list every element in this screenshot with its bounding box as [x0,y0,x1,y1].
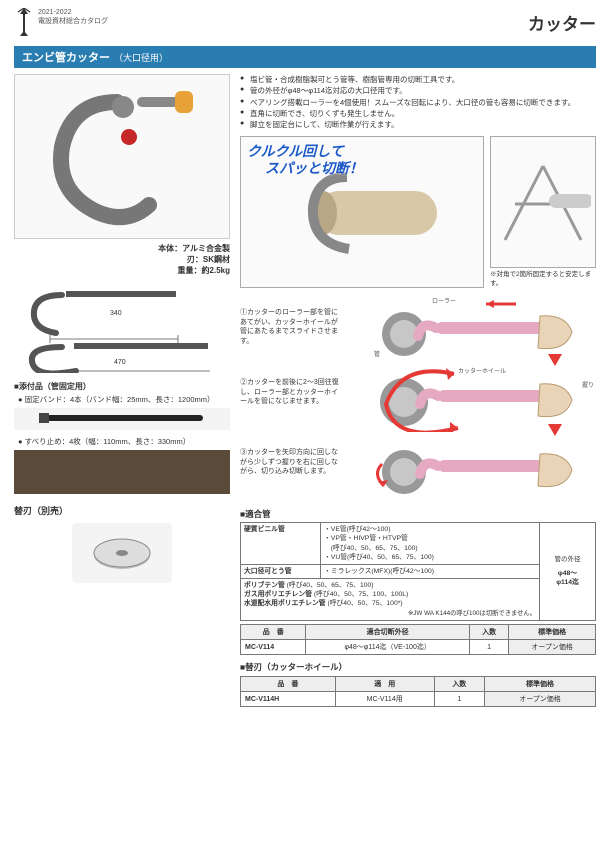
accessory-item-1: ● 固定バンド：4本（バンド幅：25mm、長さ：1200mm） [18,394,230,405]
prod-col-3: 入数 [469,625,508,640]
blade-code: MC-V114H [241,692,336,707]
replacement-blade-img [72,523,172,583]
dim-open-val: 470 [114,359,126,366]
prod-price: オープン価格 [509,640,596,655]
product-table: 品 番 適合切断外径 入数 標準価格 MC-V114 φ48～φ114迄（VE-… [240,624,596,655]
category-title: カッター [528,10,596,35]
pipe-row-2-cat: 大口径可とう管 [241,564,321,578]
bullet-4: 直角に切断でき、切りくずも発生しません。 [240,108,596,119]
prod-col-2: 適合切断外径 [306,625,469,640]
prod-qty: 1 [469,640,508,655]
promo-row: クルクル回して スパッと切断！ [240,136,596,288]
pipe-row-2-detail: ・ミラレックス(MFX)(呼び42～100) [321,564,540,578]
promo-line2: スパッと切断！ [247,160,363,177]
step-2-text: ②カッターを前後に2～3回往復し、ローラー部とカッターホイールを管になじませます… [240,366,340,406]
blade-table-heading: ■替刃（カッターホイール） [240,661,596,673]
prod-col-1: 品 番 [241,625,306,640]
bullet-1: 塩ビ管・合成樹脂製可とう管等、樹脂管専用の切断工具です。 [240,74,596,85]
blade-fit: MC-V114用 [335,692,434,707]
promo-main-photo: クルクル回して スパッと切断！ [240,136,484,288]
pipe-row-1-cat: 硬質ビニル管 [241,523,321,565]
blade-qty: 1 [434,692,484,707]
product-photo [14,74,230,239]
replacement-blade-heading: 替刃（別売） [14,504,230,517]
right-column: 塩ビ管・合成樹脂製可とう管等、樹脂管専用の切断工具です。 管の外径がφ48～φ1… [240,74,596,707]
prod-col-4: 標準価格 [509,625,596,640]
accessory-item-2: ● すべり止め：4枚（幅：110mm、長さ：330mm） [18,436,230,447]
blade-table: 品 番 適 用 入数 標準価格 MC-V114H MC-V114用 1 オープン… [240,676,596,707]
step-3-text: ③カッターを矢印方向に回しながら少しずつ握りを右に回しながら、切り込み切断します… [240,436,340,476]
page-header: 2021-2022 電設資材総合カタログ カッター [0,0,610,42]
blade-col-1: 品 番 [241,677,336,692]
brand-block: 2021-2022 電設資材総合カタログ [14,8,108,36]
bullet-2: 管の外径がφ48～φ114迄対応の大口径用です。 [240,85,596,96]
catalog-name: 電設資材総合カタログ [38,17,108,26]
bullet-3: ベアリング搭載ローラーを4個使用！スムーズな回転により、大口径の管も容易に切断で… [240,97,596,108]
pipe-row-1-detail: ・VE管(呼び42～100) ・VP管・HIVP管・HTVP管 (呼び40、50… [321,523,540,565]
accessory-mat-img [14,450,230,494]
dim-closed-val: 340 [110,310,122,317]
prod-range: φ48～φ114迄（VE-100迄） [306,640,469,655]
accessories-heading: ■添付品（管固定用） [14,381,230,392]
spec-text: 本体：アルミ合金製 刃：SK鋼材 重量：約2.5kg [14,243,230,277]
blade-col-3: 入数 [434,677,484,692]
outer-dia-cell: 管の外径 φ48～ φ114迄 [540,523,596,621]
down-arrow-icon [548,354,562,366]
step-1-text: ①カッターのローラー部を管にあてがい、カッターホイールが管にあたるまでスライドさ… [240,296,340,346]
left-column: 本体：アルミ合金製 刃：SK鋼材 重量：約2.5kg 340 470 ■添付品（… [14,74,230,707]
dimension-drawing: 340 470 [14,283,230,373]
feature-bullets: 塩ビ管・合成樹脂製可とう管等、樹脂管専用の切断工具です。 管の外径がφ48～φ1… [240,74,596,130]
promo-line1: クルクル回して [247,143,363,160]
prod-code: MC-V114 [241,640,306,655]
step-2-figure: カッターホイール 握り [346,366,596,432]
section-subtitle: （大口径用） [114,51,168,64]
blade-col-4: 標準価格 [485,677,596,692]
step-3-figure [346,436,596,502]
brand-logo-icon [14,8,34,36]
accessory-band-img [14,408,230,430]
steps-block: ①カッターのローラー部を管にあてがい、カッターホイールが管にあたるまでスライドさ… [240,296,596,502]
blade-price: オープン価格 [485,692,596,707]
catalog-year: 2021-2022 [38,8,108,17]
promo-side-note: ※対角で2箇所固定すると安定します。 [490,271,596,288]
step-1-figure: ローラー 管 [346,296,596,362]
down-arrow-icon [548,424,562,436]
pipe-table-heading: ■適合管 [240,508,596,520]
pipe-row-group-3: ポリブテン管 (呼び40、50、65、75、100) ガス用ポリエチレン管 (呼… [241,579,540,621]
promo-side-photo [490,136,596,268]
blade-col-2: 適 用 [335,677,434,692]
section-title: エンビ管カッター [22,49,110,65]
section-title-bar: エンビ管カッター （大口径用） [14,46,596,68]
compatible-pipe-table: 硬質ビニル管 ・VE管(呼び42～100) ・VP管・HIVP管・HTVP管 (… [240,522,596,621]
bullet-5: 脚立を固定台にして、切断作業が行えます。 [240,119,596,130]
